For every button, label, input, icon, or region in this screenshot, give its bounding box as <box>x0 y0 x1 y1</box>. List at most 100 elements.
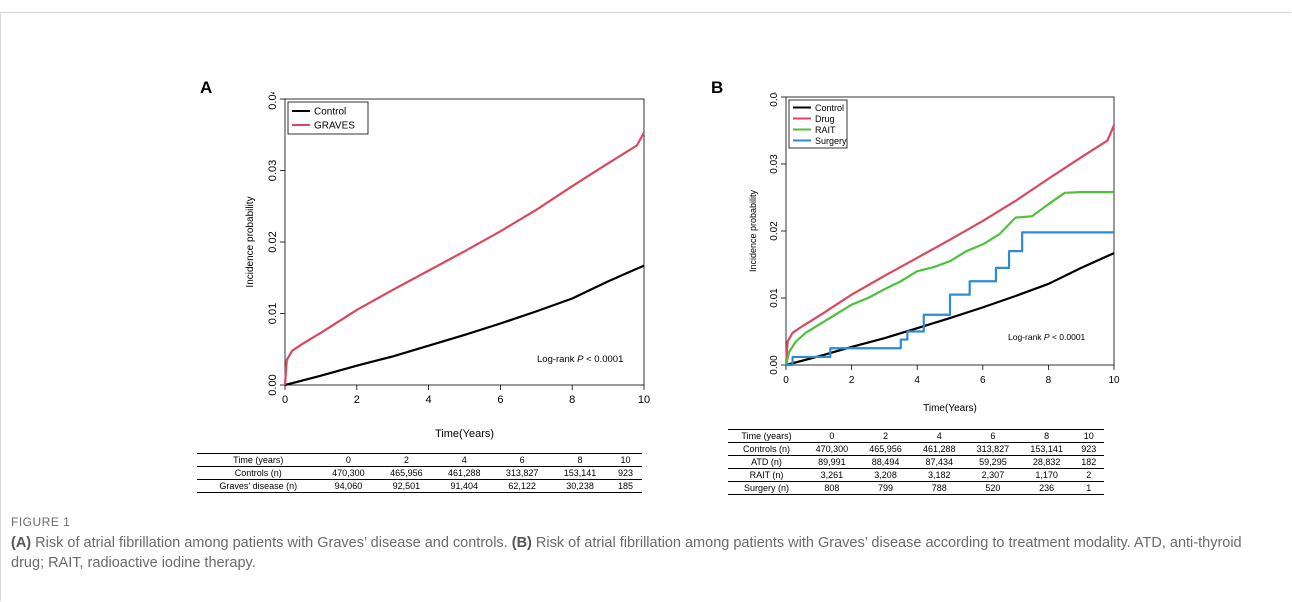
chart-a-plot-frame <box>284 98 645 386</box>
chart-b-x-tick-label: 4 <box>914 375 920 386</box>
risk-table-b-header-cell: 4 <box>912 429 967 443</box>
chart-b-x-tick-label: 0 <box>783 375 789 386</box>
risk-table-b-cell: 461,288 <box>912 442 967 456</box>
caption-tag-b: (B) <box>511 535 532 551</box>
chart-b-x-tick-label: 8 <box>1046 375 1052 386</box>
risk-table-a-header-cell: Time (years) <box>197 453 320 467</box>
risk-table-a-header-row: Time (years) 0 2 4 6 8 10 <box>197 453 642 467</box>
chart-b-series-rait-line <box>784 191 1114 366</box>
chart-a-x-axis-label: Time(Years) <box>435 428 494 440</box>
risk-table-b-cell: 465,956 <box>858 442 913 456</box>
risk-table-a-cell: 185 <box>609 479 642 493</box>
risk-table-b: Time (years) 0 2 4 6 8 10 Controls (n) 470,300 46… <box>728 429 1104 495</box>
risk-table-b-cell: 88,494 <box>858 455 913 469</box>
chart-b-x-axis-label: Time(Years) <box>923 403 977 414</box>
risk-table-a-header-cell: 4 <box>435 453 494 467</box>
chart-b-series-surgery-line <box>786 231 1114 367</box>
figure-caption: (A) Risk of atrial fibrillation among pa… <box>11 533 1271 573</box>
chart-b-series-control-line <box>785 252 1115 367</box>
chart-a-y-tick-label: 0.04 <box>267 92 279 110</box>
figure-frame <box>0 12 1291 601</box>
risk-table-b-cell: 520 <box>966 481 1020 495</box>
chart-b-x-tick-label: 6 <box>980 375 986 386</box>
chart-b-series-drug-line <box>784 124 1116 366</box>
risk-table-a-header-cell: 8 <box>551 453 610 467</box>
risk-table-b-cell: 3,182 <box>912 468 967 482</box>
chart-a-y-axis-label: Incidence probability <box>245 196 256 287</box>
chart-b-y-tick-label: 0.00 <box>769 355 780 375</box>
risk-table-b-cell: 182 <box>1073 455 1104 469</box>
chart-b-y-tick-label: 0.03 <box>769 154 780 174</box>
caption-tag-a: (A) <box>11 535 32 551</box>
chart-a-x-tick-label: 6 <box>497 394 503 406</box>
risk-table-a-cell: 465,956 <box>377 466 436 480</box>
chart-b-y-tick-label: 0.02 <box>769 221 780 241</box>
risk-table-b-cell: 1,170 <box>1019 468 1074 482</box>
risk-table-b-cell: 3,261 <box>805 468 859 482</box>
chart-b-y-axis-label: Incidence probability <box>748 189 758 272</box>
risk-table-b-header-cell: 6 <box>966 429 1020 443</box>
risk-table-a-cell: 923 <box>609 466 642 480</box>
risk-table-b-cell: 59,295 <box>966 455 1020 469</box>
chart-a-legend-label: GRAVES <box>314 121 355 132</box>
risk-table-a-cell: 62,122 <box>493 479 552 493</box>
risk-table-b-header-cell: 2 <box>858 429 913 443</box>
chart-b-legend-label: Surgery <box>815 136 847 146</box>
chart-b-y-tick-label: 0.01 <box>769 288 780 308</box>
risk-table-a-header-cell: 6 <box>493 453 552 467</box>
risk-table-b-cell: 923 <box>1073 442 1104 456</box>
risk-table-b-cell: 788 <box>912 481 967 495</box>
risk-table-b-row: RAIT (n) 3,261 3,208 3,182 2,307 1,170 2 <box>728 468 1104 482</box>
risk-table-a-cell: 153,141 <box>551 466 610 480</box>
risk-table-a-cell: 30,238 <box>551 479 610 493</box>
chart-a-y-tick-label: 0.02 <box>267 231 279 252</box>
chart-b-x-tick-label: 2 <box>849 375 855 386</box>
chart-a-x-tick-label: 4 <box>426 394 432 406</box>
risk-table-b-cell: 28,832 <box>1019 455 1074 469</box>
panel-label-b: B <box>711 78 724 97</box>
caption-text-a: Risk of atrial fibrillation among patien… <box>31 535 512 551</box>
risk-table-a-cell: 92,501 <box>377 479 436 493</box>
chart-a-y-tick-label: 0.01 <box>267 303 279 324</box>
risk-table-b-cell: 153,141 <box>1019 442 1074 456</box>
risk-table-a-header-cell: 2 <box>377 453 436 467</box>
risk-table-a: Time (years) 0 2 4 6 8 10 Controls (n) 470,300 46… <box>197 453 642 493</box>
risk-table-a-cell: Controls (n) <box>197 466 320 480</box>
risk-table-b-cell: ATD (n) <box>728 455 806 469</box>
risk-table-b-row: Surgery (n) 808 799 788 520 236 1 <box>728 481 1104 495</box>
risk-table-b-cell: 313,827 <box>966 442 1020 456</box>
chart-a-x-tick-label: 2 <box>354 394 360 406</box>
risk-table-b-cell: 236 <box>1019 481 1074 495</box>
chart-b-legend-label: RAIT <box>815 125 836 135</box>
risk-table-b-cell: 3,208 <box>858 468 913 482</box>
risk-table-a-row: Graves' disease (n) 94,060 92,501 91,404 62,… <box>197 479 642 493</box>
chart-a-legend-box <box>287 101 369 135</box>
chart-a-series-graves-line <box>283 132 645 386</box>
risk-table-a-cell: 461,288 <box>435 466 494 480</box>
risk-table-a-row: Controls (n) 470,300 465,956 461,288 313,827… <box>197 466 642 480</box>
chart-b-legend-label: Control <box>815 103 844 113</box>
chart-a-y-tick-label: 0.00 <box>267 374 279 395</box>
risk-table-b-header-cell: Time (years) <box>728 429 806 443</box>
risk-table-a-cell: 313,827 <box>493 466 552 480</box>
chart-a: 0.00 0.01 0.02 0.03 0.04 0 2 4 6 8 10 Time(Years) In… <box>245 92 650 440</box>
risk-table-b-cell: 799 <box>858 481 913 495</box>
risk-table-b-cell: 808 <box>805 481 859 495</box>
risk-table-b-row: ATD (n) 89,991 88,494 87,434 59,295 28,832 182 <box>728 455 1104 469</box>
risk-table-b-cell: Controls (n) <box>728 442 806 456</box>
risk-table-b-cell: 2,307 <box>966 468 1020 482</box>
chart-b: 0.00 0.01 0.02 0.03 0.04 0 2 4 6 8 10 Time(Years) In… <box>748 92 1120 414</box>
risk-table-a-cell: 91,404 <box>435 479 494 493</box>
risk-table-b-cell: 87,434 <box>912 455 967 469</box>
risk-table-a-header-cell: 10 <box>609 453 642 467</box>
risk-table-b-row: Controls (n) 470,300 465,956 461,288 313,827… <box>728 442 1104 456</box>
chart-a-y-tick-label: 0.03 <box>267 160 279 181</box>
risk-table-b-cell: 2 <box>1073 468 1104 482</box>
risk-table-b-header-cell: 10 <box>1073 429 1104 443</box>
figure-label: FIGURE 1 <box>11 515 71 529</box>
caption-text-b: Risk of atrial fibrillation among patien… <box>11 535 1242 571</box>
risk-table-b-header-row: Time (years) 0 2 4 6 8 10 <box>728 429 1104 443</box>
chart-a-legend-label: Control <box>314 107 346 118</box>
chart-a-series-control-line <box>284 264 645 387</box>
risk-table-b-cell: 1 <box>1073 481 1104 495</box>
